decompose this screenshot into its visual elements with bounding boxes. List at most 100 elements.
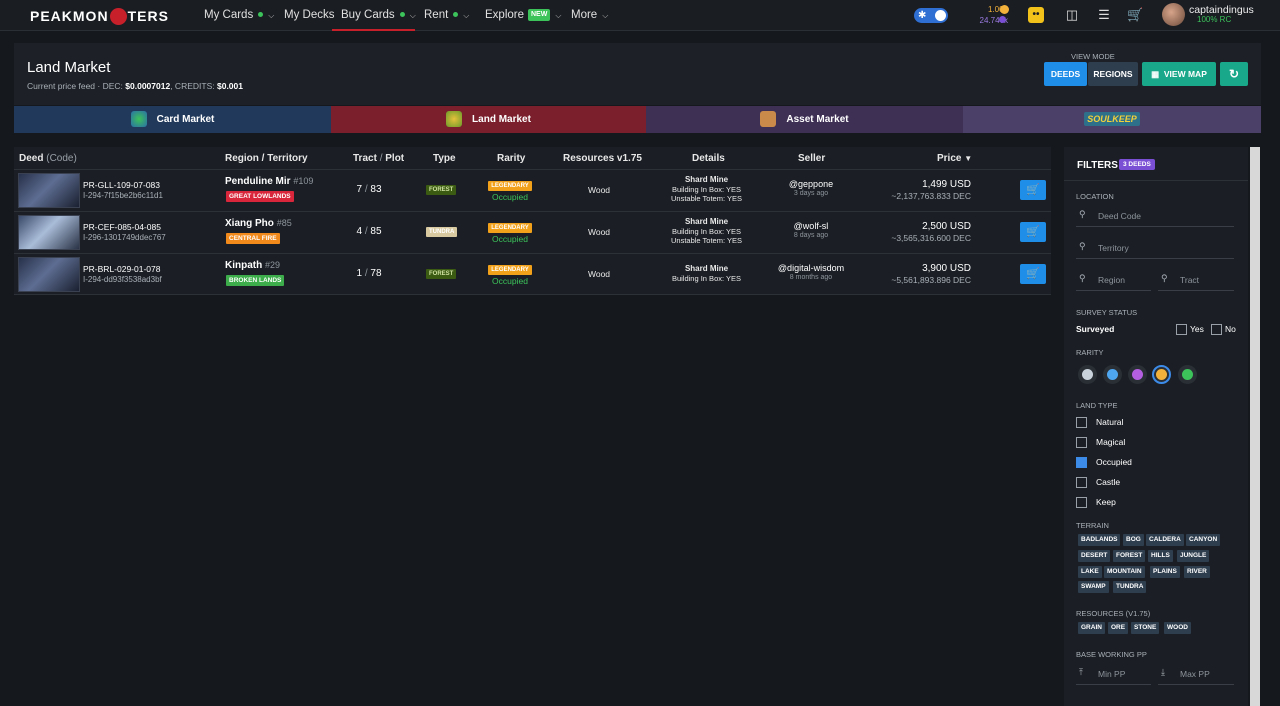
resource-chip[interactable]: GRAIN <box>1078 622 1105 634</box>
header-type[interactable]: Type <box>433 153 456 164</box>
deed-thumbnail <box>18 173 80 208</box>
magical-checkbox[interactable] <box>1076 437 1087 448</box>
header-deed[interactable]: Deed (Code) <box>19 153 77 164</box>
header-region[interactable]: Region / Territory <box>225 153 308 164</box>
header-rarity[interactable]: Rarity <box>497 153 526 164</box>
keep-label: Keep <box>1096 497 1116 507</box>
territory-input[interactable]: ⚲ Territory <box>1076 241 1234 259</box>
peakmonsters-logo[interactable]: PEAKMON TERS <box>30 7 169 25</box>
view-map-button[interactable]: ▦ VIEW MAP <box>1142 62 1216 86</box>
page-header: Land Market Current price feed · DEC: $0… <box>14 43 1261 105</box>
min-pp-input[interactable]: ⤒ Min PP <box>1076 667 1151 685</box>
castle-checkbox[interactable] <box>1076 477 1087 488</box>
region-name: Xiang Pho #85 <box>225 218 292 229</box>
nav-rent[interactable]: Rent ⌵ <box>424 9 470 21</box>
resource-chip[interactable]: ORE <box>1108 622 1129 634</box>
land-market-icon <box>446 111 463 128</box>
terrain-chip[interactable]: SWAMP <box>1078 581 1109 593</box>
search-icon: ⚲ <box>1079 273 1086 283</box>
tract-plot: 7 / 83 <box>356 184 382 195</box>
header-tract-plot[interactable]: Tract / Plot <box>353 153 405 164</box>
terrain-chip[interactable]: PLAINS <box>1150 566 1180 578</box>
nav-my-cards[interactable]: My Cards ⌵ <box>204 9 275 21</box>
table-row[interactable]: PR-GLL-109-07-083 I-294-7f15be2b6c11d1 P… <box>14 169 1051 211</box>
add-to-cart-button[interactable]: 🛒 <box>1020 264 1046 284</box>
terrain-chip[interactable]: CALDERA <box>1146 534 1184 546</box>
terrain-chip[interactable]: LAKE <box>1078 566 1102 578</box>
seller-cell[interactable]: @geppone 3 days ago <box>788 179 834 197</box>
nav-explore[interactable]: Explore NEW ⌵ <box>485 8 562 21</box>
refresh-button[interactable]: ↻ <box>1220 62 1248 86</box>
terrain-chip[interactable]: TUNDRA <box>1113 581 1147 593</box>
region-input[interactable]: ⚲ Region <box>1076 273 1151 291</box>
terrain-chip[interactable]: MOUNTAIN <box>1104 566 1145 578</box>
header-resources[interactable]: Resources v1.75 <box>563 153 642 164</box>
add-to-cart-button[interactable]: 🛒 <box>1020 180 1046 200</box>
nav-buy-cards[interactable]: Buy Cards ⌵ <box>332 0 416 31</box>
rarity-rare-toggle[interactable] <box>1103 365 1122 384</box>
tab-land-market[interactable]: Land Market <box>331 106 646 133</box>
common-dot-icon <box>1082 369 1093 380</box>
deed-code-input[interactable]: ⚲ Deed Code <box>1076 209 1234 227</box>
resource-chip[interactable]: STONE <box>1131 622 1160 634</box>
keep-checkbox[interactable] <box>1076 497 1087 508</box>
layers-icon[interactable]: ☰ <box>1098 7 1110 22</box>
header-price[interactable]: Price ▼ <box>937 153 973 164</box>
terrain-chip[interactable]: CANYON <box>1186 534 1221 546</box>
chat-icon[interactable]: •• <box>1028 7 1044 23</box>
terrain-chip[interactable]: JUNGLE <box>1177 550 1210 562</box>
table-row[interactable]: PR-CEF-085-04-085 I-296-1301749ddec767 X… <box>14 211 1051 253</box>
region-name: Penduline Mir #109 <box>225 176 314 187</box>
header-details[interactable]: Details <box>692 153 725 164</box>
username: captaindingus <box>1189 4 1254 16</box>
surveyed-yes-checkbox[interactable] <box>1176 324 1187 335</box>
terrain-chip[interactable]: HILLS <box>1148 550 1173 562</box>
theme-toggle[interactable]: ✱ <box>914 8 948 23</box>
inbox-icon[interactable]: ◫ <box>1065 7 1079 22</box>
search-icon: ⚲ <box>1161 273 1168 283</box>
rarity-mythic-toggle[interactable] <box>1178 365 1197 384</box>
seller-cell[interactable]: @digital-wisdom 8 months ago <box>777 263 845 281</box>
natural-label: Natural <box>1096 417 1124 427</box>
nav-more[interactable]: More ⌵ <box>571 9 609 21</box>
magical-label: Magical <box>1096 437 1126 447</box>
table-row[interactable]: PR-BRL-029-01-078 I-294-dd93f3538ad3bf K… <box>14 253 1051 295</box>
deed-thumbnail <box>18 257 80 292</box>
terrain-chip[interactable]: BADLANDS <box>1078 534 1121 546</box>
tract-input[interactable]: ⚲ Tract <box>1158 273 1234 291</box>
resource-chip[interactable]: WOOD <box>1164 622 1191 634</box>
rarity-common-toggle[interactable] <box>1078 365 1097 384</box>
resource: Wood <box>587 227 611 237</box>
seller-cell[interactable]: @wolf-sl 8 days ago <box>793 221 829 239</box>
terrain-chip[interactable]: FOREST <box>1113 550 1146 562</box>
pp-label: BASE WORKING PP <box>1076 650 1147 659</box>
rarity-epic-toggle[interactable] <box>1128 365 1147 384</box>
terrain-chip[interactable]: RIVER <box>1184 566 1210 578</box>
deeds-button[interactable]: DEEDS <box>1044 62 1087 86</box>
nav-my-decks[interactable]: My Decks <box>284 9 335 21</box>
rarity-legendary-toggle[interactable] <box>1152 365 1171 384</box>
balance-display[interactable]: 1.000 24.747k <box>962 4 1008 26</box>
max-pp-input[interactable]: ⤓ Max PP <box>1158 667 1234 685</box>
terrain-chip[interactable]: BOG <box>1123 534 1144 546</box>
status-dot-icon <box>258 12 264 18</box>
regions-button[interactable]: REGIONS <box>1088 62 1138 86</box>
cart-plus-icon: 🛒 <box>1026 268 1040 280</box>
tab-soulkeep[interactable]: SOULKEEP <box>963 106 1261 133</box>
add-to-cart-button[interactable]: 🛒 <box>1020 222 1046 242</box>
occupied-status: Occupied <box>492 192 528 202</box>
occupied-checkbox[interactable] <box>1076 457 1087 468</box>
natural-checkbox[interactable] <box>1076 417 1087 428</box>
tab-card-market[interactable]: Card Market <box>14 106 331 133</box>
scrollbar-thumb[interactable] <box>1250 147 1260 706</box>
cart-icon[interactable]: 🛒 <box>1127 7 1144 22</box>
surveyed-no-checkbox[interactable] <box>1211 324 1222 335</box>
type-badge: FOREST <box>426 185 457 195</box>
terrain-chip[interactable]: DESERT <box>1078 550 1111 562</box>
header-seller[interactable]: Seller <box>798 153 826 164</box>
tab-asset-market[interactable]: Asset Market <box>646 106 963 133</box>
chevron-down-icon: ⌵ <box>555 11 562 20</box>
card-market-icon <box>130 111 147 128</box>
page-title: Land Market <box>27 59 111 76</box>
price-cell: 3,900 USD ~5,561,893.896 DEC <box>891 263 971 285</box>
